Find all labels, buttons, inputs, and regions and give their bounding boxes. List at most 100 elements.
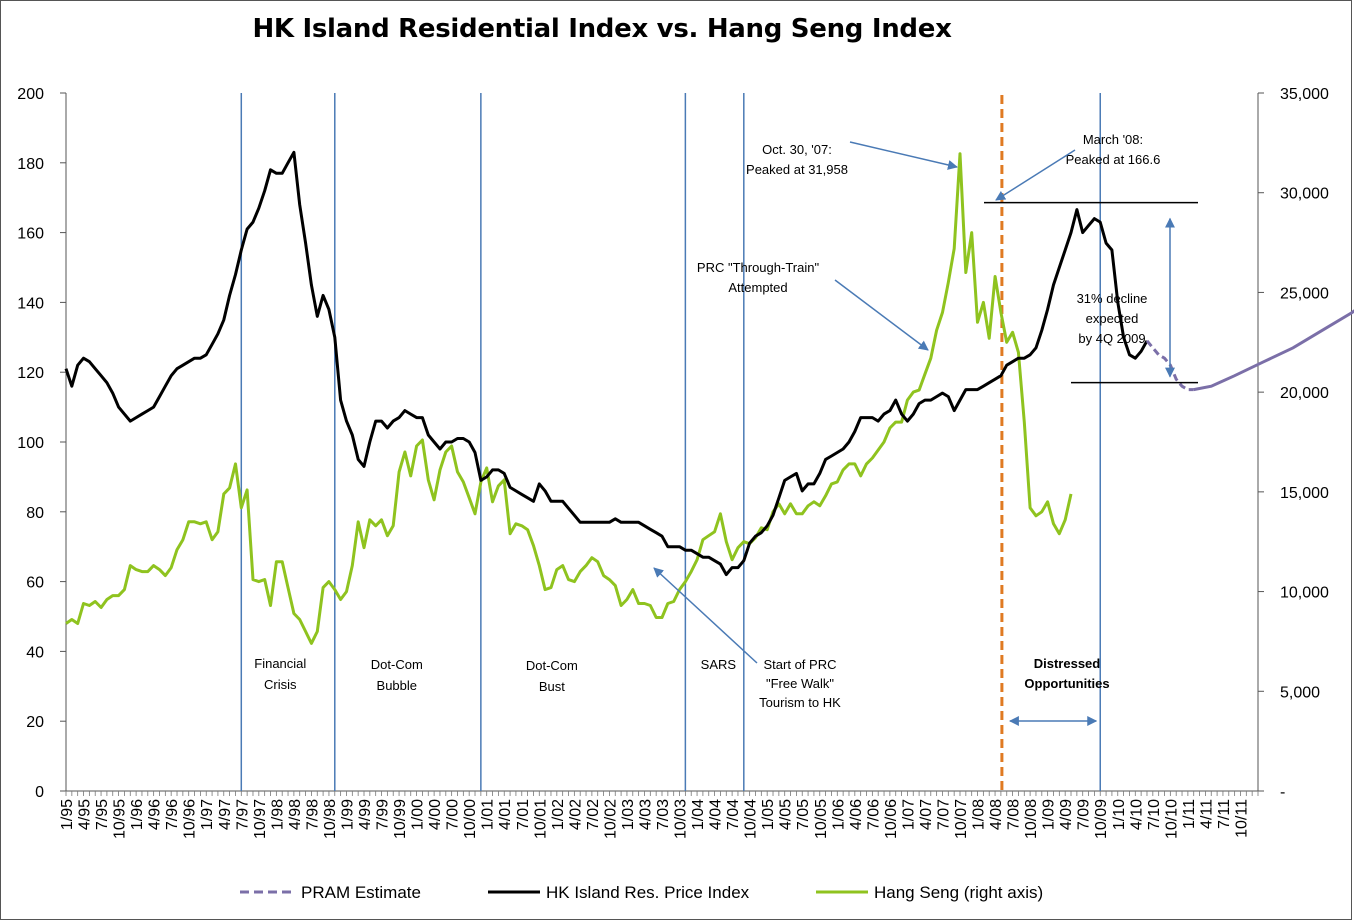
x-tick-label: 4/04	[708, 799, 725, 830]
x-tick-label: 1/03	[620, 799, 637, 830]
left-tick-label: 180	[17, 156, 44, 173]
x-tick-label: 10/02	[602, 799, 619, 839]
free-walk-annotation-line1: Start of PRC	[764, 657, 837, 672]
x-tick-label: 10/97	[252, 799, 269, 839]
x-tick-label: 1/10	[1111, 799, 1128, 830]
distressed-annotation-line2: Opportunities	[1024, 676, 1109, 691]
hang-seng-line	[65, 152, 1073, 645]
left-tick-label: 0	[35, 784, 44, 801]
x-tick-label: 1/98	[269, 799, 286, 830]
right-tick-label: 20,000	[1280, 385, 1329, 402]
peak-res-annotation-line2: Peaked at 166.6	[1066, 152, 1161, 167]
left-tick-label: 80	[26, 505, 44, 522]
x-tick-label: 1/08	[971, 799, 988, 830]
x-tick-label: 1/96	[129, 799, 146, 830]
x-tick-label: 1/00	[410, 799, 427, 830]
free-walk-arrow	[653, 567, 758, 664]
x-tick-label: 10/95	[112, 799, 129, 839]
right-tick-label: 15,000	[1280, 485, 1329, 502]
x-tick-label: 4/06	[848, 799, 865, 830]
left-tick-label: 100	[17, 435, 44, 452]
x-tick-label: 4/09	[1058, 799, 1075, 830]
x-tick-label: 7/99	[375, 799, 392, 830]
x-tick-label: 10/03	[673, 799, 690, 839]
axes-group: 0 20 40 60 80 100 120 140 160 180 200 - 5,000 10,000 1…	[17, 86, 1329, 839]
through-train-annotation-line2: Attempted	[728, 280, 787, 295]
left-tick-label: 140	[17, 295, 44, 312]
event-lines-group: Financial Crisis Dot-Com Bubble Dot-Com Bust S…	[240, 93, 1101, 791]
x-tick-label: 4/02	[567, 799, 584, 830]
event-label-line2: Bust	[539, 679, 565, 694]
distressed-annotation-line1: Distressed	[1034, 656, 1101, 671]
x-tick-label: 7/04	[725, 799, 742, 830]
event-label-line2: Bubble	[377, 678, 417, 693]
peak-res-arrow	[995, 149, 1076, 201]
x-tick-label: 4/05	[778, 799, 795, 830]
x-tick-label: 1/04	[690, 799, 707, 830]
x-tick-label: 7/03	[655, 799, 672, 830]
chart-title: HK Island Residential Index vs. Hang Sen…	[252, 14, 952, 44]
event-label-line2: Crisis	[264, 677, 297, 692]
annotations-group: Oct. 30, '07: Peaked at 31,958 March '08: P…	[653, 132, 1198, 726]
x-tick-label: 10/00	[462, 799, 479, 839]
left-tick-label: 160	[17, 226, 44, 243]
x-tick-label: 7/96	[164, 799, 181, 830]
legend-group: PRAM Estimate HK Island Res. Price Index H…	[240, 883, 1043, 902]
x-tick-label: 7/08	[1006, 799, 1023, 830]
x-tick-label: 1/01	[480, 799, 497, 830]
x-tick-label: 1/97	[199, 799, 216, 830]
x-tick-label: 4/07	[918, 799, 935, 830]
left-tick-label: 40	[26, 644, 44, 661]
x-tick-label: 4/10	[1128, 799, 1145, 830]
x-tick-label: 1/11	[1181, 799, 1198, 829]
x-tick-label: 4/08	[988, 799, 1005, 830]
x-tick-label: 7/01	[515, 799, 532, 830]
x-tick-label: 7/06	[865, 799, 882, 830]
decline-annotation-line1: 31% decline	[1077, 291, 1148, 306]
x-tick-label: 7/10	[1146, 799, 1163, 830]
x-tick-label: 10/96	[182, 799, 199, 839]
x-tick-label: 10/11	[1233, 799, 1250, 838]
right-tick-label: 5,000	[1280, 684, 1320, 701]
x-tick-label: 7/05	[795, 799, 812, 830]
peak-hs-arrow	[849, 141, 958, 170]
x-tick-label: 10/04	[743, 799, 760, 839]
pram-trend-line	[1193, 309, 1354, 392]
decline-annotation-line2: expected	[1086, 311, 1139, 326]
x-tick-label: 1/95	[59, 799, 76, 830]
x-tick-label: 1/02	[550, 799, 567, 830]
x-tick-label: 10/01	[532, 799, 549, 839]
right-tick-label: -	[1280, 784, 1285, 801]
legend-label-residential: HK Island Res. Price Index	[546, 883, 750, 902]
x-tick-label: 4/99	[357, 799, 374, 830]
x-tick-label: 1/07	[900, 799, 917, 830]
x-tick-label: 10/05	[813, 799, 830, 839]
x-tick-label: 10/98	[322, 799, 339, 839]
free-walk-annotation-line2: "Free Walk"	[766, 676, 834, 691]
decline-annotation-line3: by 4Q 2009	[1078, 331, 1145, 346]
legend-label-pram: PRAM Estimate	[301, 883, 421, 902]
x-tick-label: 1/09	[1041, 799, 1058, 830]
x-tick-label: 1/99	[339, 799, 356, 830]
x-tick-label: 1/05	[760, 799, 777, 830]
x-tick-label: 4/01	[497, 799, 514, 830]
through-train-annotation-line1: PRC "Through-Train"	[697, 260, 820, 275]
right-tick-label: 25,000	[1280, 285, 1329, 302]
x-tick-label: 7/95	[94, 799, 111, 830]
x-tick-label: 4/96	[147, 799, 164, 830]
event-label-line1: Dot-Com	[526, 658, 578, 673]
x-tick-label: 7/98	[304, 799, 321, 830]
right-tick-label: 35,000	[1280, 86, 1329, 103]
x-tick-label: 7/00	[445, 799, 462, 830]
x-tick-label: 4/03	[637, 799, 654, 830]
x-tick-label: 4/98	[287, 799, 304, 830]
x-tick-label: 10/09	[1093, 799, 1110, 839]
x-tick-label: 1/06	[830, 799, 847, 830]
x-tick-label: 10/08	[1023, 799, 1040, 839]
residential-index-line	[64, 150, 1149, 577]
x-tick-label: 10/07	[953, 799, 970, 839]
right-tick-label: 30,000	[1280, 186, 1329, 203]
legend-label-hang-seng: Hang Seng (right axis)	[874, 883, 1043, 902]
x-tick-label: 4/95	[77, 799, 94, 830]
